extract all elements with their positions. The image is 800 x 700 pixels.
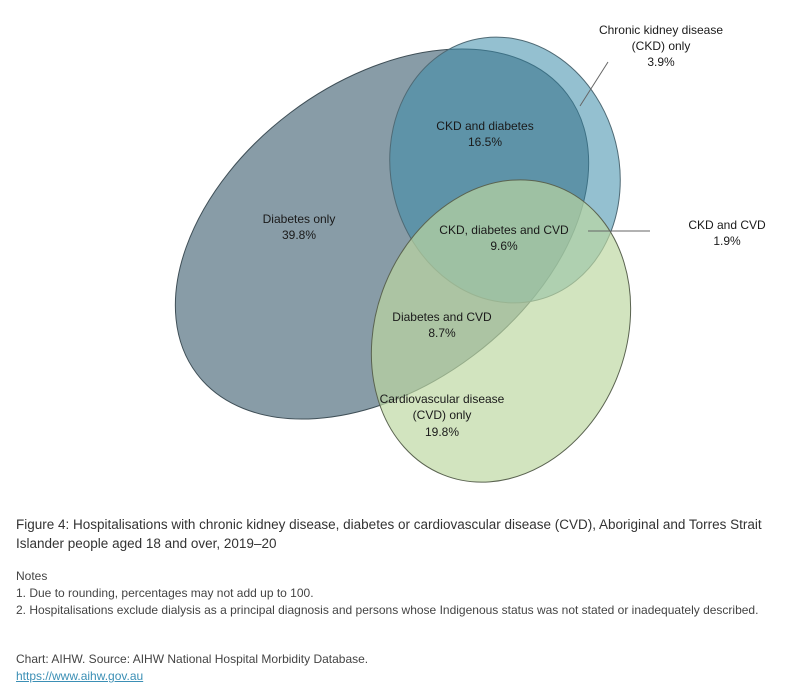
- region-label-ckd-diabetes: CKD and diabetes: [436, 119, 533, 133]
- region-label-cvd-only-1: Cardiovascular disease: [380, 392, 505, 406]
- source: Chart: AIHW. Source: AIHW National Hospi…: [16, 651, 368, 685]
- region-label-ckd-cvd: CKD and CVD: [688, 218, 766, 232]
- region-value-ckd-cvd: 1.9%: [713, 234, 741, 248]
- region-label-diabetes-only: Diabetes only: [263, 212, 336, 226]
- figure-caption: Figure 4: Hospitalisations with chronic …: [16, 517, 762, 551]
- region-label-cvd-only-2: (CVD) only: [413, 408, 472, 422]
- region-label-ckd-only-1: Chronic kidney disease: [599, 23, 723, 37]
- source-text: Chart: AIHW. Source: AIHW National Hospi…: [16, 652, 369, 666]
- venn-diagram: Diabetes only 39.8% CKD and diabetes 16.…: [174, 23, 766, 483]
- region-value-ckd-diabetes: 16.5%: [468, 135, 502, 149]
- region-value-all-three: 9.6%: [490, 239, 518, 253]
- note-item: 1. Due to rounding, percentages may not …: [16, 586, 314, 600]
- region-value-diabetes-cvd: 8.7%: [428, 326, 456, 340]
- ckd-only-leader-line: [579, 61, 609, 107]
- source-link[interactable]: https://www.aihw.gov.au: [16, 669, 144, 683]
- region-value-diabetes-only: 39.8%: [282, 228, 316, 242]
- region-label-ckd-only-2: (CKD) only: [632, 39, 691, 53]
- region-value-cvd-only: 19.8%: [425, 425, 459, 439]
- notes-heading: Notes: [16, 569, 48, 583]
- region-label-diabetes-cvd: Diabetes and CVD: [392, 310, 492, 324]
- cvd-set: [370, 179, 632, 483]
- region-label-all-three: CKD, diabetes and CVD: [439, 223, 569, 237]
- notes: Notes 1. Due to rounding, percentages ma…: [16, 568, 791, 619]
- note-item: 2. Hospitalisations exclude dialysis as …: [16, 603, 759, 617]
- region-value-ckd-only: 3.9%: [647, 55, 675, 69]
